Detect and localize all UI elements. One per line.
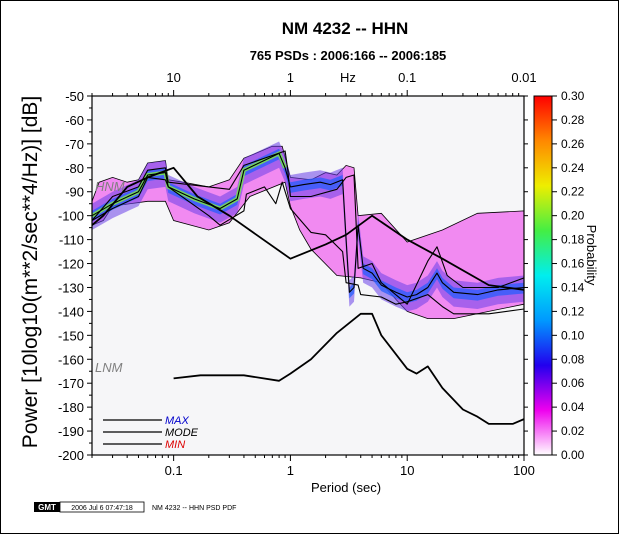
- y-axis-label: Power [10log10(m**2/sec**4/Hz)] [dB]: [19, 96, 42, 449]
- y-tick-label: -120: [58, 257, 84, 272]
- y-tick-label: -130: [58, 280, 84, 295]
- colorbar-tick-label: 0.04: [561, 400, 585, 414]
- colorbar-tick-label: 0.26: [561, 137, 585, 151]
- y-tick-label: -90: [65, 185, 84, 200]
- top-tick-label: 0.01: [511, 70, 536, 85]
- hnm-annotation: HNM: [95, 179, 125, 194]
- colorbar-tick-label: 0.00: [561, 448, 585, 462]
- y-tick-label: -80: [65, 161, 84, 176]
- y-tick-label: -200: [58, 448, 84, 463]
- colorbar-tick-label: 0.18: [561, 233, 585, 247]
- top-tick-label: 10: [166, 70, 180, 85]
- colorbar-tick-label: 0.16: [561, 257, 585, 271]
- legend-label-max: MAX: [165, 415, 190, 427]
- x-tick-label: 100: [513, 463, 535, 478]
- series-mode-line: [92, 152, 524, 298]
- lnm-annotation: LNM: [95, 360, 123, 375]
- colorbar-tick-label: 0.28: [561, 113, 585, 127]
- colorbar-tick-label: 0.06: [561, 376, 585, 390]
- x-axis-label: Period (sec): [311, 480, 381, 495]
- y-tick-label: -50: [65, 89, 84, 104]
- series-min-line: [92, 176, 524, 315]
- top-tick-label: 1: [287, 70, 294, 85]
- colorbar-label: Probability: [584, 225, 599, 286]
- top-axis: 10 1 0.1 0.01: [166, 70, 536, 85]
- top-axis-label: Hz: [340, 70, 356, 85]
- top-tick-label: 0.1: [398, 70, 416, 85]
- chart-title: NM 4232 -- HHN: [282, 19, 409, 38]
- series-hnm-line: [92, 166, 524, 291]
- colorbar-ramp: [533, 95, 553, 456]
- legend-label-mode: MODE: [165, 427, 199, 439]
- colorbar-tick-label: 0.10: [561, 328, 585, 342]
- y-tick-label: -190: [58, 424, 84, 439]
- y-tick-label: -100: [58, 209, 84, 224]
- colorbar-tick-label: 0.30: [561, 89, 585, 103]
- y-tick-label: -160: [58, 352, 84, 367]
- x-tick-label: 0.1: [165, 463, 183, 478]
- x-tick-label: 10: [400, 463, 414, 478]
- colorbar-tick-label: 0.08: [561, 352, 585, 366]
- timestamp: 2006 Jul 6 07:47:18: [71, 505, 133, 512]
- colorbar-tick-label: 0.12: [561, 304, 585, 318]
- y-tick-label: -60: [65, 113, 84, 128]
- series-lnm-line: [173, 312, 524, 425]
- colorbar-tick-label: 0.24: [561, 161, 585, 175]
- y-tick-label: -140: [58, 304, 84, 319]
- gmt-logo-box: [34, 502, 60, 512]
- footer-caption: NM 4232 -- HHN PSD PDF: [152, 505, 236, 512]
- colorbar-tick-label: 0.20: [561, 209, 585, 223]
- chart-subtitle: 765 PSDs : 2006:166 -- 2006:185: [250, 48, 447, 63]
- y-axis: -50 -60 -70 -80 -90 -100 -110 -120 -130 -140 -150 -…: [58, 89, 528, 463]
- y-tick-label: -110: [59, 233, 84, 248]
- gmt-logo: GMT: [38, 503, 56, 512]
- colorbar-tick-label: 0.14: [561, 280, 585, 294]
- timestamp-box: [59, 501, 145, 513]
- colorbar-tick-label: 0.22: [561, 185, 585, 199]
- legend-label-min: MIN: [165, 439, 185, 451]
- x-tick-label: 1: [287, 463, 294, 478]
- series-max-line: [92, 150, 524, 305]
- statistic-curves: [92, 150, 524, 425]
- x-axis: 0.1 1 10 100: [91, 90, 535, 478]
- y-tick-label: -70: [65, 137, 84, 152]
- y-tick-label: -170: [58, 376, 84, 391]
- y-tick-label: -180: [58, 400, 84, 415]
- colorbar-tick-label: 0.02: [561, 424, 585, 438]
- colorbar: 0.30 0.28 0.26 0.24 0.22 0.20 0.18 0.16 0.14 0.12…: [533, 89, 585, 462]
- y-tick-label: -150: [58, 328, 84, 343]
- footer: GMT 2006 Jul 6 07:47:18 NM 4232 -- HHN P…: [34, 501, 236, 513]
- pdf-density-core: [92, 148, 524, 303]
